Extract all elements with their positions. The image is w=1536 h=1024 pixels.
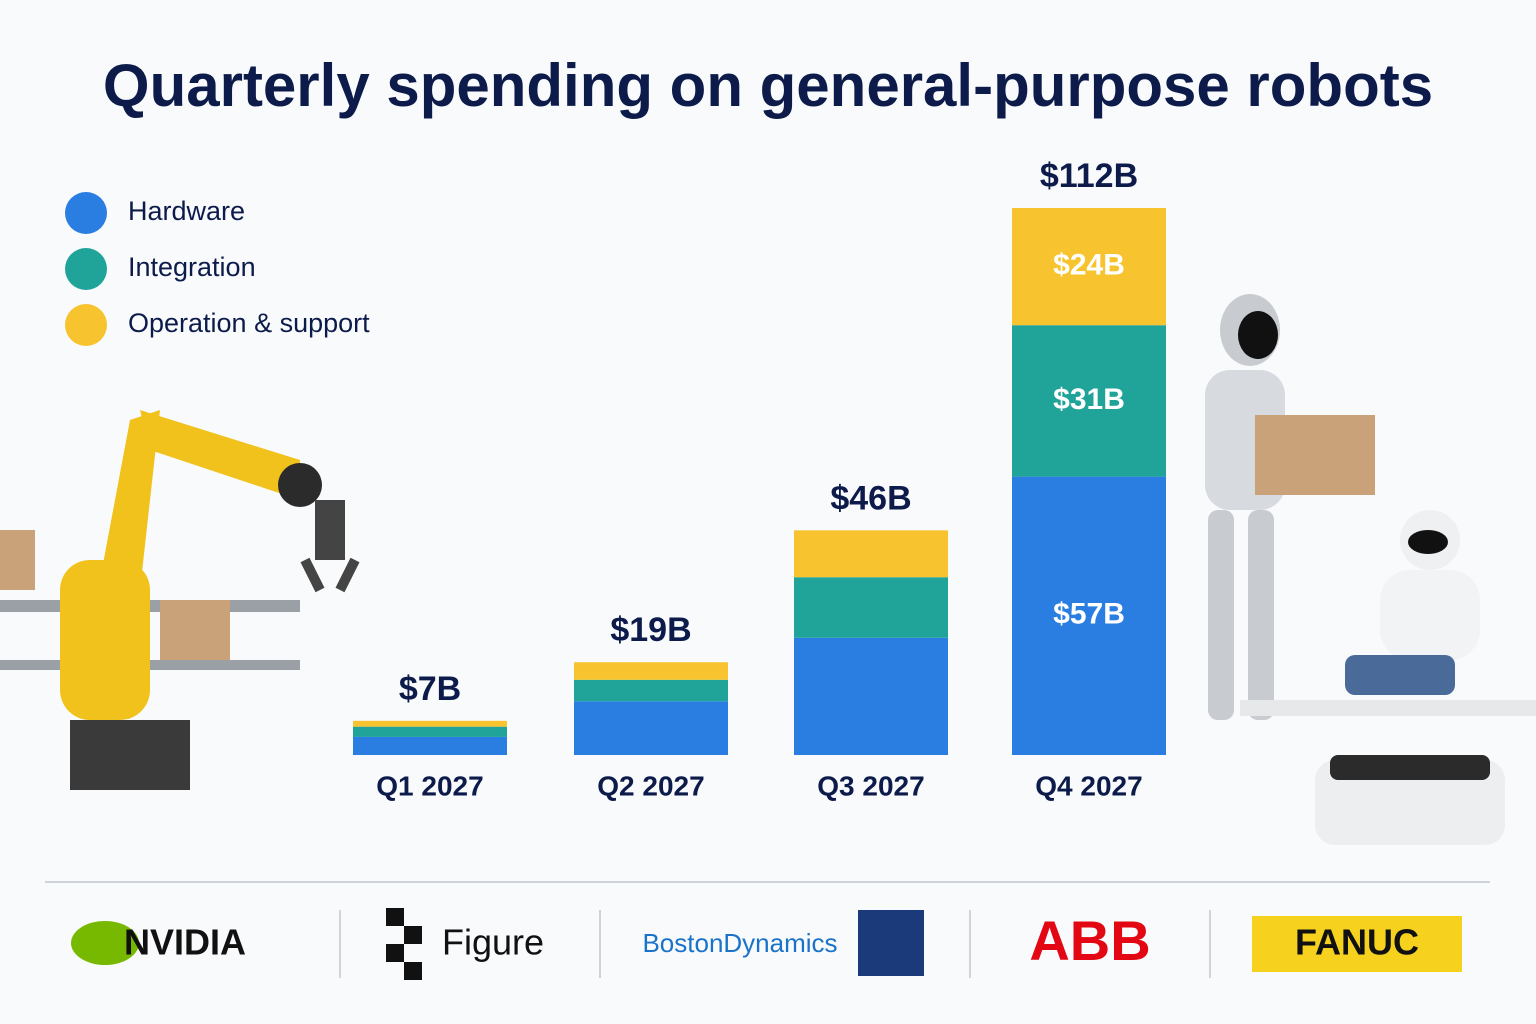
figure-mark bbox=[404, 962, 422, 980]
bar-segment bbox=[794, 577, 948, 638]
segment-label: $24B bbox=[1053, 249, 1125, 282]
figure-mark bbox=[386, 908, 404, 926]
legend-label: Operation & support bbox=[128, 308, 370, 338]
nvidia-mark bbox=[71, 921, 139, 965]
bd-mark bbox=[858, 910, 924, 976]
legend-label: Hardware bbox=[128, 196, 245, 226]
logo-text: BostonDynamics bbox=[642, 928, 837, 958]
bar-segment bbox=[794, 637, 948, 755]
legend-swatch bbox=[65, 192, 107, 234]
fanuc-box bbox=[1252, 916, 1462, 972]
legend-swatch bbox=[65, 248, 107, 290]
segment-label: $57B bbox=[1053, 598, 1125, 631]
total-label: $19B bbox=[610, 611, 691, 649]
legend-label: Integration bbox=[128, 252, 256, 282]
figure-mark bbox=[386, 944, 404, 962]
bar-segment bbox=[574, 679, 728, 702]
x-tick-label: Q2 2027 bbox=[597, 770, 704, 801]
bar-segment bbox=[1012, 208, 1166, 326]
total-label: $112B bbox=[1040, 157, 1138, 195]
chart-title: Quarterly spending on general-purpose ro… bbox=[103, 52, 1433, 119]
total-label: $46B bbox=[830, 479, 911, 517]
bar-segment bbox=[353, 736, 507, 755]
bar-segment bbox=[353, 726, 507, 737]
logo-text: NVIDIA bbox=[124, 922, 246, 963]
bar-segment bbox=[574, 701, 728, 755]
robot-arm-illustration bbox=[0, 410, 360, 790]
logo-text: Figure bbox=[442, 922, 544, 963]
x-tick-label: Q4 2027 bbox=[1035, 770, 1142, 801]
legend-swatch bbox=[65, 304, 107, 346]
humanoid-illustration bbox=[1205, 294, 1536, 845]
bar-segment bbox=[1012, 476, 1166, 755]
bar-segment bbox=[353, 720, 507, 727]
segment-label: $31B bbox=[1053, 383, 1125, 416]
bar-segment bbox=[574, 662, 728, 680]
bar-segment bbox=[794, 530, 948, 578]
x-tick-label: Q3 2027 bbox=[817, 770, 924, 801]
logo-text: ABB bbox=[1029, 909, 1150, 972]
bar-segment bbox=[1012, 325, 1166, 477]
x-tick-label: Q1 2027 bbox=[376, 770, 483, 801]
logo-text: FANUC bbox=[1295, 922, 1419, 963]
figure-mark bbox=[404, 926, 422, 944]
total-label: $7B bbox=[399, 670, 461, 708]
